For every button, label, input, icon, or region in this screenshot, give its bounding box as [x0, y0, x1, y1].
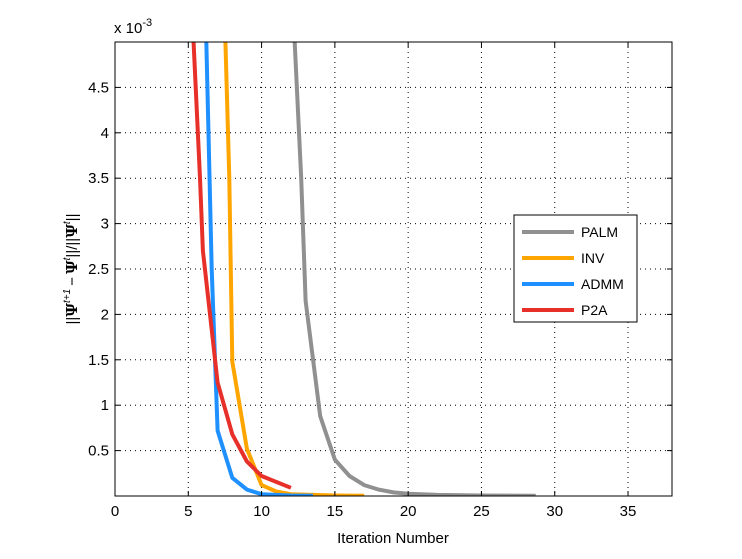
- series-lines: [191, 42, 536, 496]
- y-tick-label: 2: [101, 306, 109, 323]
- legend-label-admm: ADMM: [581, 276, 624, 292]
- y-tick-label: 0.5: [88, 443, 109, 460]
- series-line-palm: [292, 42, 536, 496]
- x-tick-label: 30: [546, 503, 563, 520]
- y-axis-label: ||Ψt+1−Ψt||/||Ψt||: [62, 214, 81, 325]
- y-label-psi-3: Ψ: [63, 224, 81, 238]
- x-tick-label: 25: [473, 503, 490, 520]
- legend-label-inv: INV: [581, 250, 605, 266]
- series-line-inv: [223, 42, 365, 496]
- y-tick-label: 1.5: [88, 352, 109, 369]
- y-label-bar-1: ||: [64, 317, 81, 325]
- y-multiplier-exponent: -3: [142, 17, 152, 29]
- y-label-sup-1: t+1: [62, 289, 73, 303]
- legend-label-p2a: P2A: [581, 302, 608, 318]
- x-tick-label: 0: [111, 503, 119, 520]
- y-tick-label: 3: [101, 216, 109, 233]
- y-tick-label: 1: [101, 397, 109, 414]
- y-label-minus: −: [64, 277, 81, 286]
- x-tick-label: 10: [253, 503, 270, 520]
- y-label-bar-4: ||: [64, 214, 81, 222]
- x-tick-labels: 0 5 10 15 20 25 30 35: [111, 503, 637, 520]
- y-label-slash: /: [64, 245, 81, 250]
- legend-label-palm: PALM: [581, 224, 618, 240]
- x-tick-label: 15: [327, 503, 344, 520]
- x-tick-label: 20: [400, 503, 417, 520]
- y-label-sup-3: t: [62, 220, 73, 224]
- grid-lines: [115, 42, 672, 496]
- x-axis-label: Iteration Number: [337, 530, 449, 547]
- legend: PALM INV ADMM P2A: [513, 214, 638, 323]
- series-line-p2a: [191, 42, 292, 490]
- series-line-admm: [204, 42, 313, 496]
- y-tick-label: 4.5: [88, 79, 109, 96]
- tick-marks: [114, 42, 672, 496]
- y-label-bar-2: ||: [64, 250, 81, 258]
- y-label-sup-2: t: [62, 256, 73, 260]
- y-label-psi-2: Ψ: [63, 260, 81, 274]
- y-tick-labels: 0.5 1 1.5 2 2.5 3 3.5 4 4.5: [88, 79, 109, 459]
- y-tick-label: 3.5: [88, 170, 109, 187]
- x-tick-label: 5: [184, 503, 192, 520]
- y-label-psi-1: Ψ: [63, 303, 81, 317]
- x-tick-label: 35: [620, 503, 637, 520]
- y-multiplier-base: x 10: [114, 20, 142, 37]
- y-tick-label: 2.5: [88, 261, 109, 278]
- y-multiplier-label: x 10-3: [114, 17, 152, 37]
- y-tick-label: 4: [101, 125, 109, 142]
- y-label-bar-3: ||: [64, 238, 81, 246]
